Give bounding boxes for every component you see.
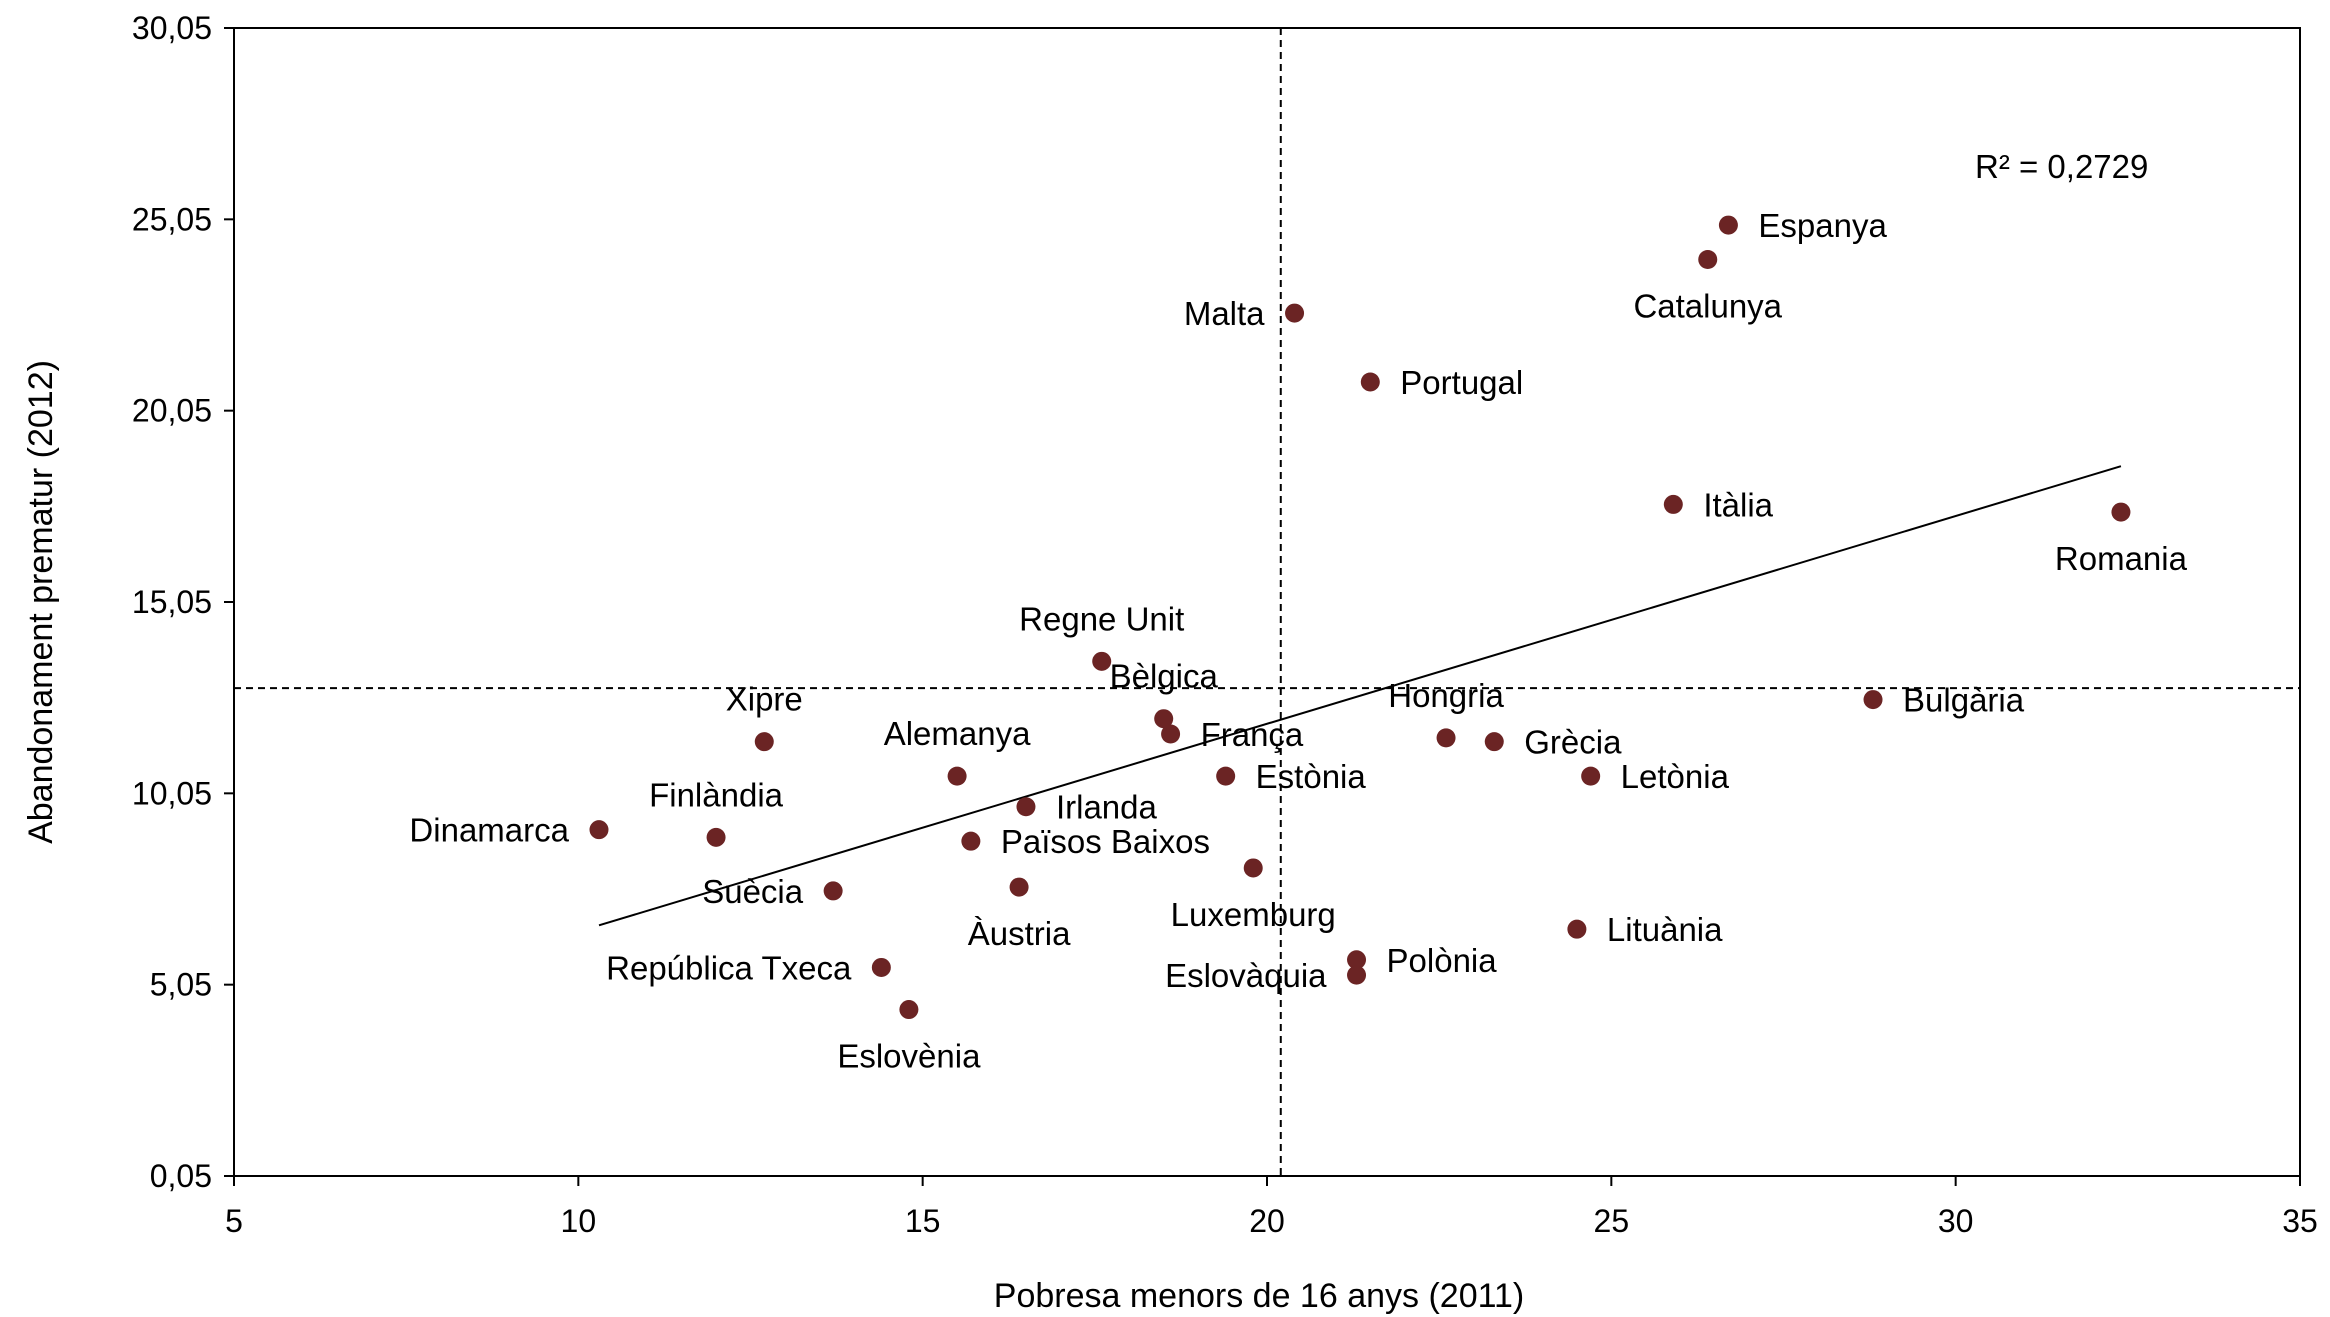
data-point-label: Bulgària [1903, 682, 2025, 719]
data-point-label: Luxemburg [1171, 896, 1336, 933]
data-point [2111, 502, 2131, 522]
data-point-label: Itàlia [1703, 486, 1773, 523]
data-point-label: Grècia [1524, 724, 1622, 761]
trendline-group [598, 465, 2122, 927]
trendline [598, 465, 2122, 927]
data-point-label: Suècia [702, 873, 804, 910]
data-point-label: Estònia [1256, 758, 1367, 795]
x-axis-label: Pobresa menors de 16 anys (2011) [994, 1277, 1524, 1315]
data-point [1243, 858, 1263, 878]
x-tick-label: 15 [905, 1203, 941, 1239]
data-point [1863, 690, 1883, 710]
data-point-labels: Espanya Catalunya Malta Portugal Itàlia Roman… [409, 207, 2187, 1074]
data-point-label: Regne Unit [1019, 600, 1184, 637]
data-point [706, 827, 726, 847]
data-point-label: Espanya [1758, 207, 1887, 244]
data-point-label: Malta [1184, 295, 1265, 332]
x-axis-ticks: 5 10 15 20 25 30 35 [225, 1176, 2318, 1239]
x-tick-label: 5 [225, 1203, 243, 1239]
data-point [1347, 950, 1367, 970]
data-point [1698, 250, 1718, 270]
data-point-label: Països Baixos [1001, 823, 1210, 860]
r-squared-label: R² = 0,2729 [1975, 148, 2148, 185]
data-point [1484, 732, 1504, 752]
y-tick-label: 30,05 [132, 10, 212, 46]
data-point [589, 820, 609, 840]
x-tick-label: 35 [2282, 1203, 2318, 1239]
data-point-label: Portugal [1400, 364, 1523, 401]
plot-frame [233, 27, 2301, 1177]
data-point [1216, 766, 1236, 786]
data-point [1154, 709, 1174, 729]
data-point-label: Polònia [1387, 942, 1498, 979]
y-tick-label: 20,05 [132, 393, 212, 429]
data-point [1009, 877, 1029, 897]
data-point [1360, 372, 1380, 392]
data-point [1161, 724, 1181, 744]
data-point-label: Dinamarca [409, 812, 569, 849]
data-point [1347, 965, 1367, 985]
y-tick-label: 10,05 [132, 775, 212, 811]
x-tick-label: 10 [561, 1203, 597, 1239]
data-point [1718, 215, 1738, 235]
data-point [1016, 797, 1036, 817]
data-point [899, 1000, 919, 1020]
x-tick-label: 20 [1249, 1203, 1285, 1239]
y-tick-label: 25,05 [132, 201, 212, 237]
data-point [871, 957, 891, 977]
data-point-label: Letònia [1621, 758, 1730, 795]
data-point [1663, 494, 1683, 514]
data-point-label: Eslovàquia [1165, 957, 1327, 994]
data-point-label: Xipre [726, 681, 803, 718]
data-point-label: Lituània [1607, 911, 1723, 948]
y-axis-ticks: 0,05 5,05 10,05 15,05 20,05 25,05 30,05 [132, 10, 234, 1194]
data-point [961, 831, 981, 851]
data-point-label: Romania [2055, 540, 2188, 577]
y-axis-label: Abandonament prematur (2012) [22, 360, 60, 844]
data-point-label: República Txeca [606, 949, 852, 986]
y-tick-label: 15,05 [132, 584, 212, 620]
data-point-label: Irlanda [1056, 789, 1158, 826]
data-point-label: Alemanya [884, 715, 1031, 752]
data-point-label: Finlàndia [649, 776, 784, 813]
data-points [589, 215, 2131, 1020]
data-point [1567, 919, 1587, 939]
y-tick-label: 0,05 [150, 1158, 212, 1194]
data-point [1092, 651, 1112, 671]
data-point-label: Eslovènia [837, 1038, 981, 1075]
x-tick-label: 25 [1594, 1203, 1630, 1239]
data-point-label: Catalunya [1633, 288, 1782, 325]
data-point-label: Bèlgica [1110, 658, 1219, 695]
data-point [823, 881, 843, 901]
data-point [1285, 303, 1305, 323]
data-point [1436, 728, 1456, 748]
data-point [754, 732, 774, 752]
data-point-label: Hongria [1388, 677, 1504, 714]
y-tick-label: 5,05 [150, 967, 212, 1003]
data-point [1581, 766, 1601, 786]
reference-lines [234, 28, 2300, 1176]
data-point [947, 766, 967, 786]
data-point-label: Àustria [968, 915, 1071, 952]
x-tick-label: 30 [1938, 1203, 1974, 1239]
data-point-label: França [1201, 716, 1304, 753]
